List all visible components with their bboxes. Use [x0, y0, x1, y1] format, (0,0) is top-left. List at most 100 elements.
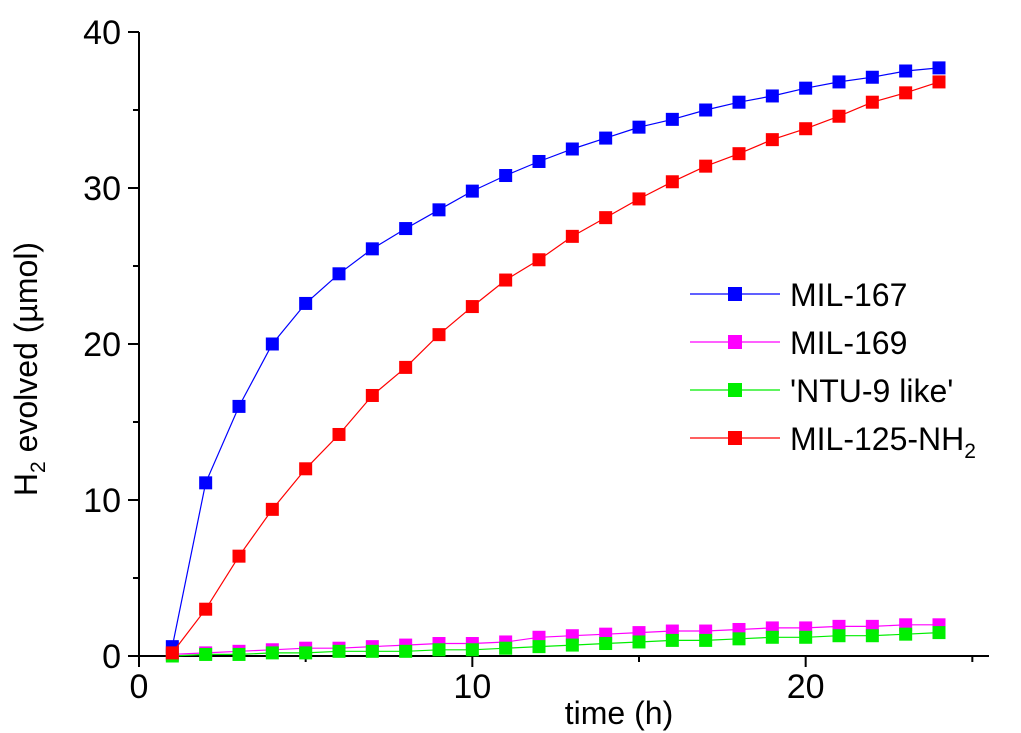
- data-point: [899, 64, 913, 78]
- legend-marker: [728, 383, 742, 397]
- data-point: [432, 203, 446, 217]
- data-point: [532, 154, 546, 168]
- x-tick-label: 10: [453, 668, 491, 706]
- x-axis-ticks: 0 10 20: [130, 656, 974, 706]
- y-tick-label: 0: [102, 638, 121, 676]
- data-point: [899, 86, 913, 100]
- y-tick-label: 20: [83, 326, 121, 364]
- legend-marker: [728, 287, 742, 301]
- data-point: [399, 360, 413, 374]
- data-point: [199, 602, 213, 616]
- data-point: [865, 629, 879, 643]
- data-point: [265, 646, 279, 660]
- legend-label-text: MIL-125-NH: [790, 421, 964, 457]
- series-line: [171, 81, 940, 654]
- legend-label-text: MIL-167: [790, 277, 907, 313]
- data-point: [499, 641, 513, 655]
- series-line: [172, 624, 939, 655]
- data-point: [799, 81, 813, 95]
- data-point: [199, 647, 213, 661]
- data-point: [765, 630, 779, 644]
- data-point: [265, 337, 279, 351]
- data-point: [665, 112, 679, 126]
- data-point: [299, 296, 313, 310]
- data-point: [865, 95, 879, 109]
- legend-item: MIL-169: [690, 325, 907, 361]
- data-point: [399, 222, 413, 236]
- data-point: [732, 632, 746, 646]
- data-point: [932, 61, 946, 75]
- y-tick-label: 40: [83, 14, 121, 52]
- data-point: [199, 476, 213, 490]
- data-point: [232, 647, 246, 661]
- data-point: [465, 300, 479, 314]
- data-point: [432, 643, 446, 657]
- data-point: [699, 633, 713, 647]
- legend-label-text: MIL-169: [790, 325, 907, 361]
- legend-label: MIL-125-NH2: [790, 421, 976, 463]
- series-1: [165, 618, 946, 661]
- data-point: [532, 640, 546, 654]
- y-axis-title-subscript: 2: [27, 461, 50, 473]
- data-point: [765, 133, 779, 147]
- series-0: [165, 61, 946, 654]
- data-point: [565, 229, 579, 243]
- data-point: [365, 242, 379, 256]
- y-axis-ticks: 0 10 20 30 40: [83, 14, 139, 676]
- data-point: [599, 637, 613, 651]
- data-point: [932, 626, 946, 640]
- data-point: [332, 427, 346, 441]
- data-point: [265, 502, 279, 516]
- y-axis-title: H2 evolved (µmol): [8, 242, 50, 496]
- series-layer: [165, 61, 946, 663]
- data-point: [865, 70, 879, 84]
- data-point: [399, 644, 413, 658]
- legend-label: MIL-167: [790, 277, 907, 313]
- data-point: [765, 89, 779, 103]
- x-tick-label: 0: [130, 668, 149, 706]
- data-point: [799, 630, 813, 644]
- data-point: [599, 131, 613, 145]
- data-point: [232, 399, 246, 413]
- data-point: [332, 267, 346, 281]
- data-point: [565, 638, 579, 652]
- data-point: [632, 635, 646, 649]
- x-axis-title: time (h): [565, 695, 673, 731]
- data-point: [699, 159, 713, 173]
- data-point: [332, 644, 346, 658]
- data-point: [832, 75, 846, 89]
- legend-label: MIL-169: [790, 325, 907, 361]
- data-point: [432, 328, 446, 342]
- data-point: [299, 646, 313, 660]
- legend-label-text: 'NTU-9 like': [790, 373, 953, 409]
- data-point: [832, 109, 846, 123]
- data-point: [932, 75, 946, 89]
- data-point: [532, 253, 546, 267]
- y-tick-label: 10: [83, 482, 121, 520]
- data-point: [665, 175, 679, 189]
- data-point: [832, 629, 846, 643]
- data-point: [465, 184, 479, 198]
- data-point: [165, 646, 179, 660]
- data-point: [465, 643, 479, 657]
- data-point: [732, 147, 746, 161]
- data-point: [499, 273, 513, 287]
- data-point: [599, 211, 613, 225]
- series-3: [165, 75, 946, 660]
- data-point: [365, 388, 379, 402]
- data-point: [499, 169, 513, 183]
- data-point: [299, 462, 313, 476]
- legend-label: 'NTU-9 like': [790, 373, 953, 409]
- y-axis-title-suffix: evolved (µmol): [8, 242, 44, 461]
- data-point: [632, 120, 646, 134]
- data-point: [565, 142, 579, 156]
- x-tick-label: 20: [787, 668, 825, 706]
- legend-item: MIL-167: [690, 277, 907, 313]
- y-axis-title-prefix: H: [8, 473, 44, 496]
- data-point: [699, 103, 713, 117]
- data-point: [732, 95, 746, 109]
- legend-marker: [728, 335, 742, 349]
- legend: MIL-167 MIL-169 'NTU-9 like' MIL-125-NH2: [690, 277, 976, 463]
- series-2: [165, 626, 946, 663]
